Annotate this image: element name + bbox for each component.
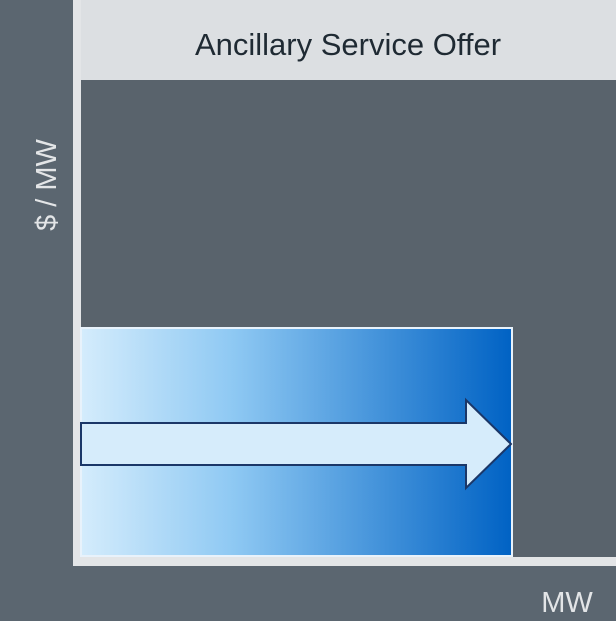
x-axis-label: MW (541, 587, 593, 619)
offer-arrow (80, 397, 513, 491)
x-axis-bar (73, 557, 616, 566)
y-axis-bar (73, 0, 81, 566)
title-band (81, 0, 616, 80)
title: Ancillary Service Offer (195, 27, 501, 62)
y-axis-label: $ / MW (31, 138, 63, 230)
